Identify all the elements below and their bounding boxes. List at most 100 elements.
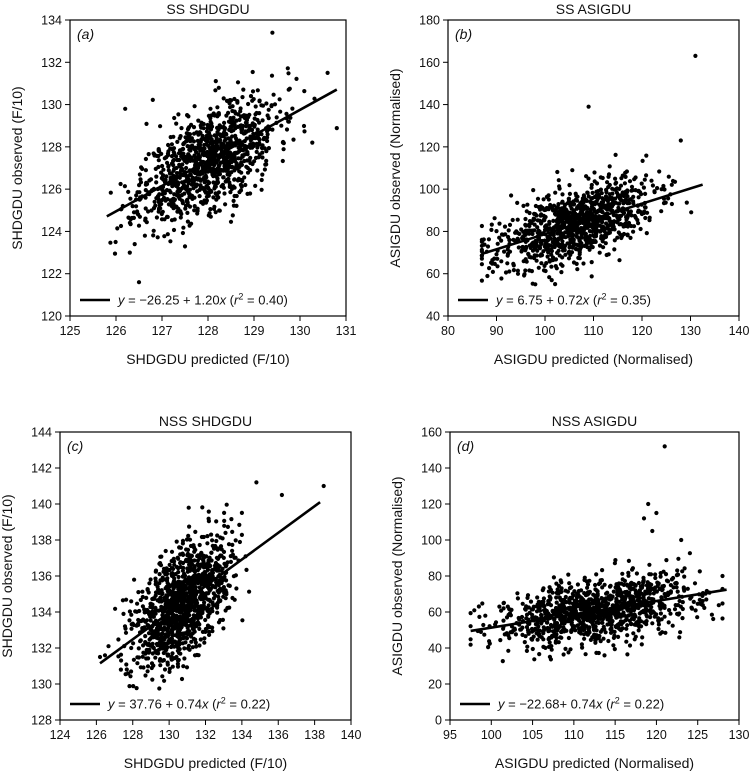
data-point: [693, 608, 698, 613]
data-point: [161, 167, 166, 172]
data-point: [575, 267, 580, 272]
data-point: [178, 595, 183, 600]
data-point: [529, 626, 535, 632]
legend-background: [454, 691, 703, 711]
data-point: [472, 608, 477, 613]
data-point: [597, 202, 602, 207]
data-point: [138, 665, 143, 670]
data-point: [617, 599, 622, 605]
data-point: [650, 621, 655, 626]
data-point: [661, 583, 667, 589]
data-point: [184, 160, 189, 165]
data-point: [242, 175, 247, 180]
data-point: [192, 204, 197, 209]
data-point: [235, 80, 241, 85]
data-point: [590, 190, 595, 195]
data-point: [180, 606, 185, 611]
data-point: [211, 206, 217, 211]
data-point: [200, 201, 206, 206]
data-point: [140, 654, 145, 659]
data-point: [556, 248, 561, 253]
data-point: [126, 215, 131, 220]
x-tick-label: 126: [86, 728, 107, 742]
data-point: [481, 622, 486, 628]
data-point: [627, 201, 632, 206]
data-point: [558, 242, 563, 248]
data-point: [570, 168, 575, 173]
data-point: [551, 218, 556, 223]
data-point: [627, 585, 632, 590]
data-point: [210, 172, 215, 177]
data-point: [230, 542, 235, 548]
data-point: [255, 117, 260, 123]
y-tick-label: 130: [31, 678, 52, 692]
data-point: [192, 545, 197, 550]
data-point: [619, 590, 624, 596]
data-point: [468, 642, 473, 647]
data-point: [225, 524, 230, 530]
data-point: [158, 554, 163, 559]
data-point: [159, 217, 165, 222]
data-point: [554, 223, 559, 228]
x-tick-label: 115: [605, 728, 625, 742]
data-point: [216, 85, 221, 90]
data-point: [526, 631, 531, 636]
y-tick-label: 126: [41, 183, 62, 197]
data-point: [505, 251, 511, 256]
data-point: [534, 258, 539, 263]
data-point: [547, 219, 552, 224]
data-point: [610, 186, 615, 191]
data-point: [189, 639, 194, 644]
data-point: [201, 534, 206, 540]
data-point: [212, 184, 218, 189]
data-point: [625, 189, 630, 195]
data-point: [159, 606, 164, 611]
data-point: [176, 628, 182, 633]
legend-rval: = 0.35): [607, 293, 651, 308]
data-point: [184, 537, 190, 542]
data-point: [625, 623, 630, 628]
x-axis-label: ASIGDU predicted (Normalised): [494, 351, 693, 367]
legend-eq: = 37.76 + 0.74: [115, 697, 202, 712]
data-point: [157, 686, 162, 691]
data-point: [213, 191, 218, 196]
data-point: [230, 595, 235, 601]
data-point: [158, 561, 163, 566]
data-point: [234, 586, 239, 591]
data-point: [663, 572, 669, 577]
data-point: [321, 483, 326, 489]
data-point: [248, 138, 253, 143]
data-point: [174, 121, 179, 126]
data-point: [136, 280, 142, 285]
data-point: [198, 595, 203, 600]
data-point: [677, 598, 682, 604]
data-point: [571, 624, 577, 629]
data-point: [499, 238, 504, 243]
data-point: [667, 608, 672, 613]
data-point: [541, 608, 547, 613]
data-point: [720, 573, 725, 579]
data-point: [227, 150, 233, 155]
data-point: [216, 112, 221, 117]
data-point: [176, 112, 181, 117]
data-point: [629, 616, 635, 621]
data-point: [596, 636, 601, 641]
data-point: [198, 184, 203, 189]
data-point: [595, 593, 600, 598]
data-point: [143, 188, 148, 193]
data-point: [593, 200, 598, 205]
data-point: [546, 250, 551, 255]
data-point: [581, 627, 586, 633]
data-point: [627, 179, 633, 184]
data-point: [507, 269, 512, 274]
data-point: [167, 666, 172, 671]
data-point: [171, 168, 176, 173]
data-point: [279, 492, 284, 498]
data-point: [634, 620, 639, 625]
x-tick-label: 129: [244, 324, 265, 338]
data-point: [108, 190, 113, 195]
data-point: [188, 623, 193, 628]
data-point: [204, 554, 209, 559]
data-point: [122, 624, 128, 629]
data-point: [281, 147, 286, 152]
